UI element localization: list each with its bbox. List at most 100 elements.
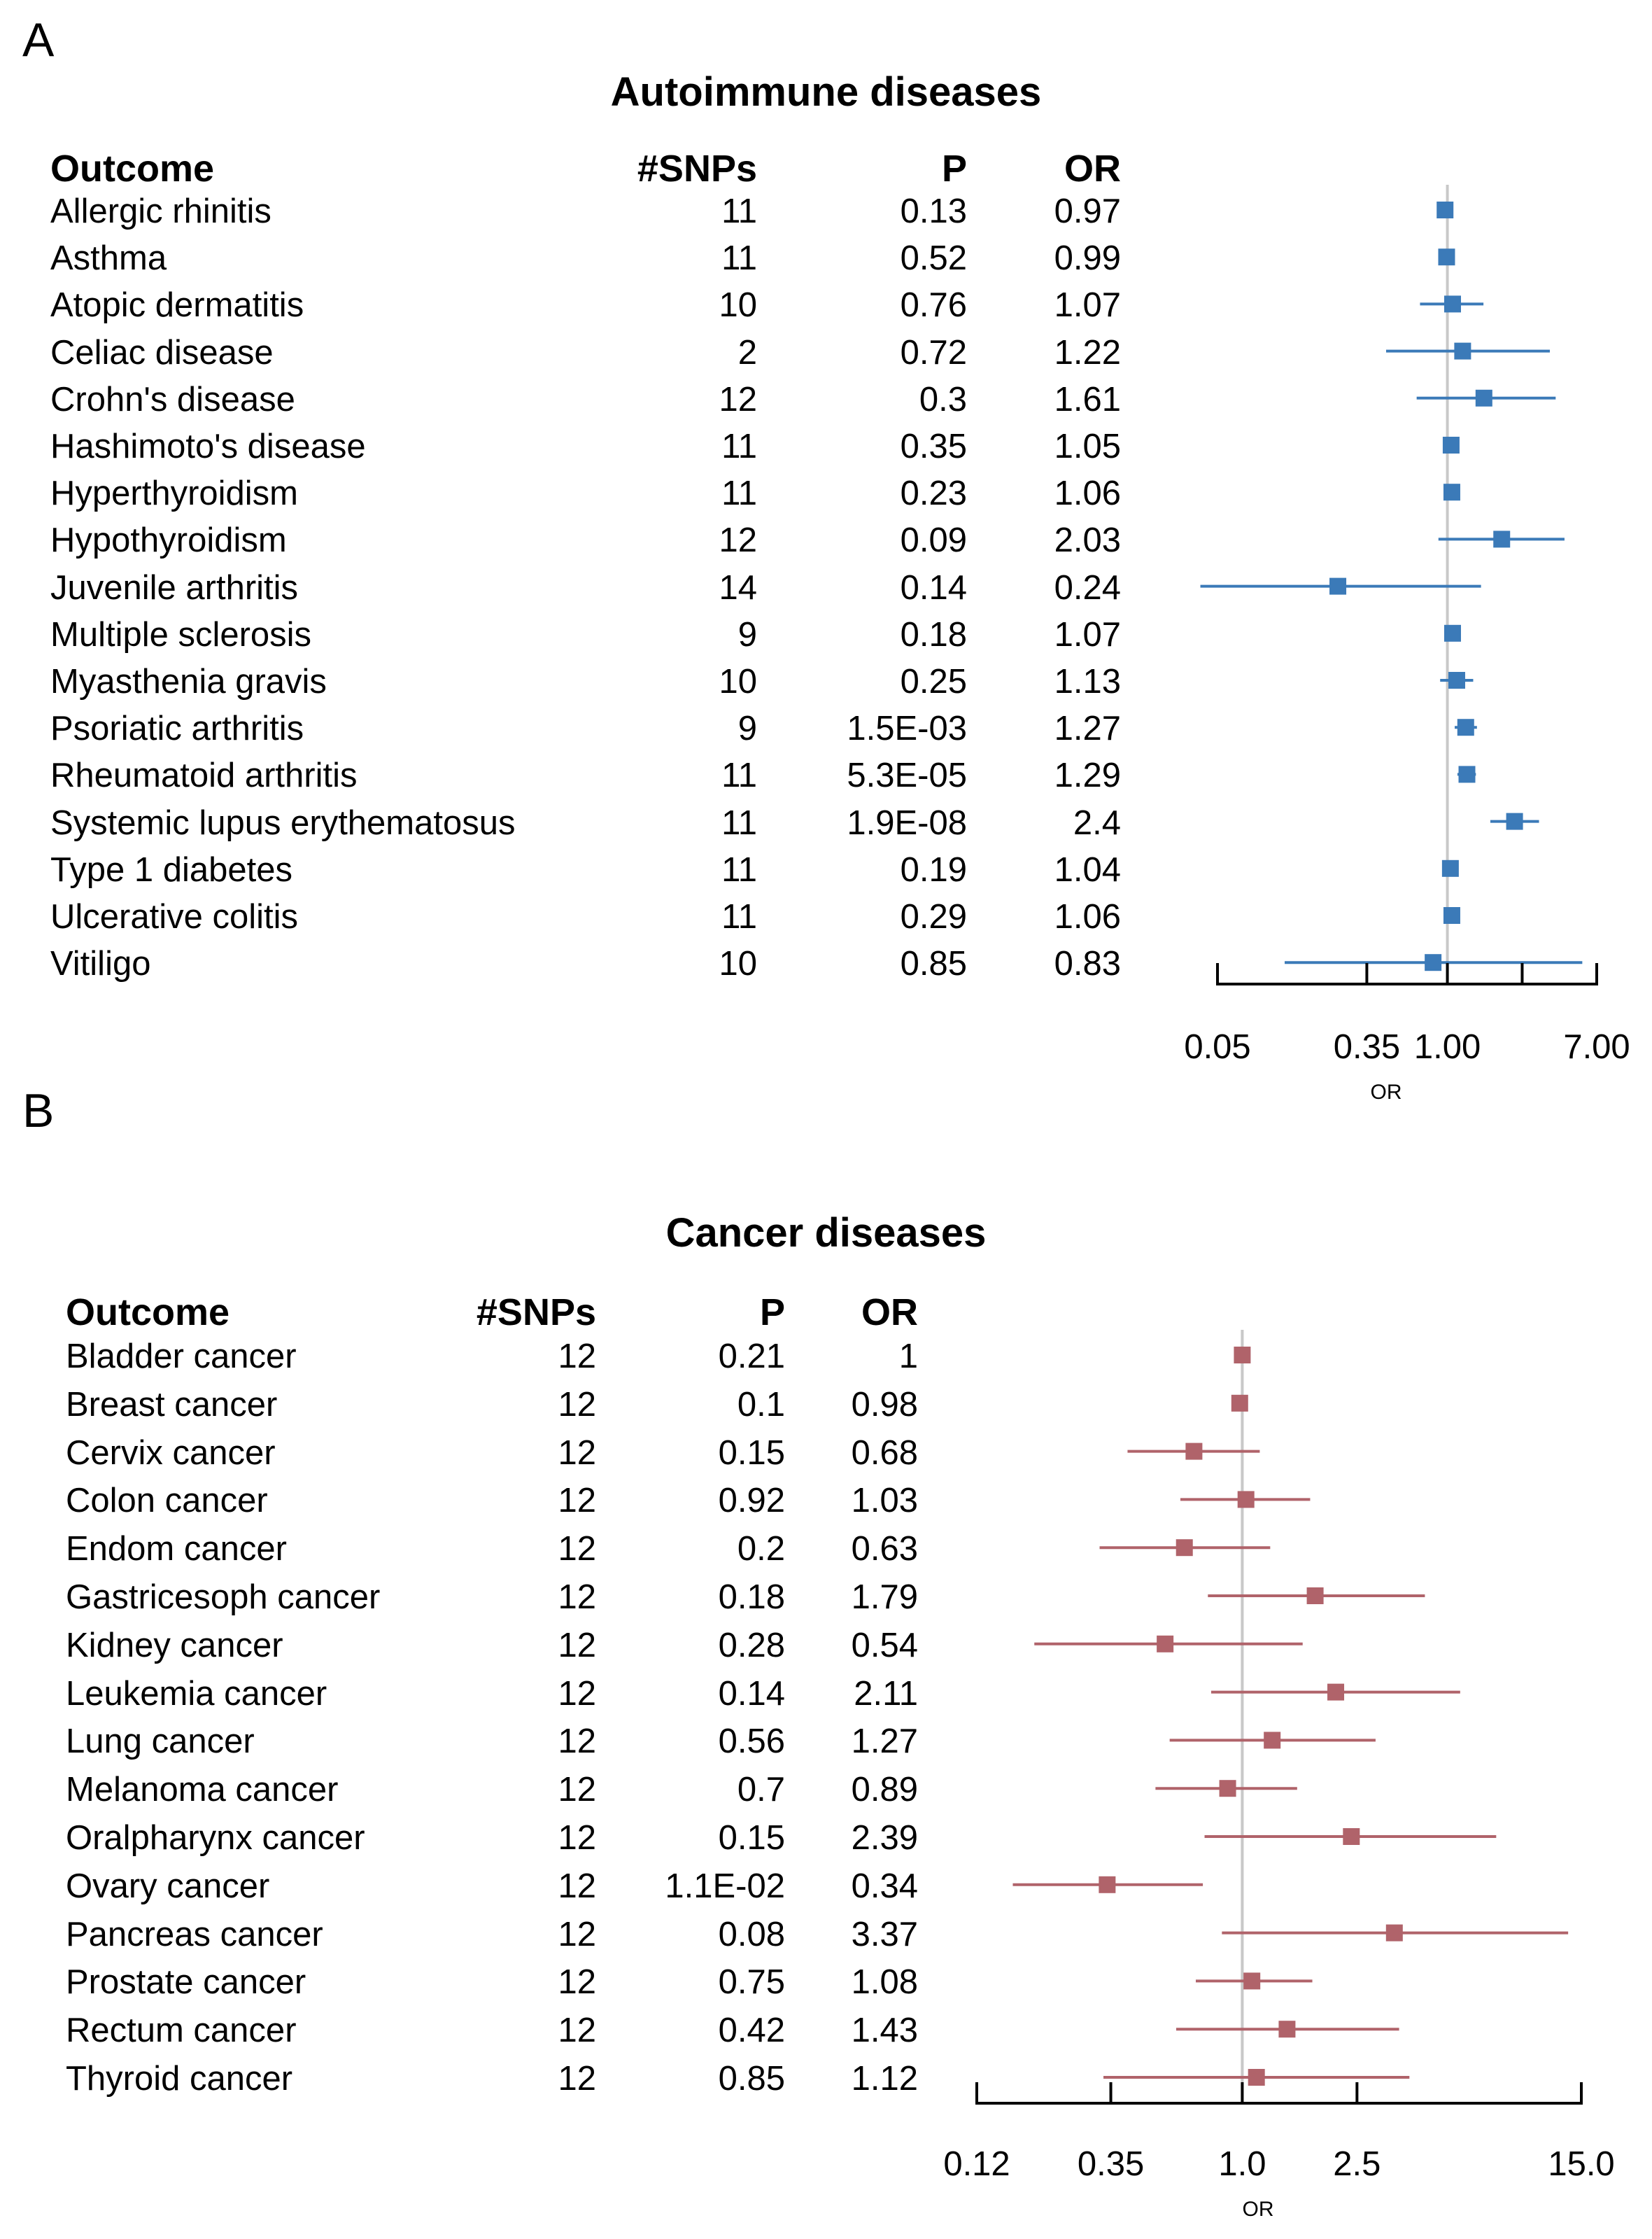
cell-outcome: Ulcerative colitis (50, 898, 298, 936)
cell-p: 0.25 (900, 663, 967, 701)
chart-title-text: Cancer diseases (665, 1210, 987, 1256)
or-point (1237, 1491, 1255, 1508)
cell-or: 0.68 (851, 1433, 918, 1472)
header-or: OR (1064, 148, 1121, 190)
cell-outcome: Atopic dermatitis (50, 286, 304, 325)
or-point (1475, 389, 1492, 407)
cell-or: 1.12 (851, 2060, 918, 2098)
cell-p: 0.52 (900, 239, 967, 278)
cell-snps: 12 (558, 1433, 596, 1472)
cell-snps: 11 (721, 239, 757, 278)
cell-or: 1.79 (851, 1578, 918, 1616)
cell-p: 0.21 (718, 1338, 785, 1375)
cell-p: 0.14 (900, 568, 967, 607)
cell-or: 1 (898, 1338, 918, 1375)
cell-outcome: Hyperthyroidism (50, 475, 298, 513)
cell-or: 2.4 (1073, 803, 1121, 842)
cell-snps: 12 (719, 380, 757, 419)
cell-or: 1.07 (1054, 286, 1121, 325)
cell-or: 0.98 (851, 1385, 918, 1424)
cell-snps: 12 (558, 1530, 596, 1568)
header-p: P (941, 148, 967, 190)
or-point (1443, 295, 1461, 313)
x-axis-label: OR (1371, 1081, 1402, 1104)
cell-snps: 11 (721, 192, 757, 230)
cell-or: 2.11 (854, 1674, 918, 1713)
cell-snps: 12 (558, 1867, 596, 1905)
cell-snps: 9 (737, 615, 757, 654)
or-point (1176, 1539, 1193, 1557)
cell-outcome: Oralpharynx cancer (66, 1819, 365, 1857)
or-point (1278, 2021, 1296, 2038)
cell-p: 0.42 (718, 2012, 785, 2050)
or-point (1234, 1347, 1251, 1363)
x-tick-label: 0.35 (1334, 1028, 1400, 1066)
or-point (1099, 1876, 1116, 1893)
cell-p: 0.14 (718, 1674, 785, 1713)
or-point (1157, 1635, 1174, 1652)
cell-or: 2.39 (851, 1819, 918, 1857)
cell-p: 0.7 (737, 1771, 785, 1809)
cell-p: 0.85 (900, 945, 967, 983)
cell-p: 0.85 (718, 2060, 785, 2098)
cell-outcome: Kidney cancer (66, 1626, 283, 1664)
cell-snps: 11 (721, 428, 757, 465)
x-tick-label: 2.5 (1333, 2145, 1381, 2183)
or-point (1219, 1780, 1236, 1797)
header-snps: #SNPs (637, 148, 757, 190)
or-point (1436, 202, 1454, 218)
cell-or: 0.83 (1054, 945, 1121, 983)
cell-p: 5.3E-05 (847, 757, 967, 795)
cell-outcome: Multiple sclerosis (50, 615, 312, 654)
cell-p: 0.18 (900, 615, 967, 654)
chart-title-text: Autoimmune diseases (610, 69, 1042, 115)
cell-outcome: Prostate cancer (66, 1963, 306, 2002)
cell-or: 1.27 (851, 1722, 918, 1761)
cell-snps: 10 (719, 663, 757, 701)
cell-p: 0.13 (900, 192, 967, 230)
or-point (1327, 1683, 1345, 1701)
cell-snps: 9 (737, 710, 757, 748)
cell-outcome: Cervix cancer (66, 1433, 276, 1472)
cell-outcome: Thyroid cancer (66, 2060, 293, 2098)
cell-p: 0.29 (900, 898, 967, 936)
cell-snps: 12 (558, 1819, 596, 1857)
cell-snps: 14 (719, 568, 757, 607)
cell-or: 1.06 (1054, 475, 1121, 513)
cell-snps: 11 (721, 475, 757, 513)
or-point (1443, 484, 1460, 501)
x-tick-label: 0.12 (943, 2145, 1010, 2183)
or-point (1243, 1972, 1261, 1990)
x-tick-label: 1.00 (1414, 1028, 1481, 1066)
cell-outcome: Juvenile arthritis (50, 568, 299, 607)
cell-p: 0.76 (900, 286, 967, 325)
header-outcome: Outcome (66, 1291, 230, 1333)
cell-p: 0.72 (900, 333, 967, 372)
cell-p: 0.19 (900, 850, 967, 889)
or-point (1443, 624, 1461, 642)
header-p: P (759, 1291, 785, 1333)
or-point (1438, 248, 1455, 266)
cell-snps: 12 (558, 1626, 596, 1664)
cell-outcome: Melanoma cancer (66, 1771, 339, 1809)
cell-p: 0.23 (900, 475, 967, 513)
cell-p: 0.09 (900, 521, 967, 560)
cell-or: 0.54 (851, 1626, 918, 1664)
cell-outcome: Vitiligo (50, 945, 151, 983)
x-tick-label: 0.05 (1184, 1028, 1250, 1066)
cell-p: 0.56 (718, 1722, 785, 1761)
cell-p: 0.28 (718, 1626, 785, 1664)
panel-label-b: B (22, 1084, 55, 1137)
or-point (1185, 1443, 1203, 1460)
cell-outcome: Gastricesoph cancer (66, 1578, 381, 1616)
header-outcome: Outcome (50, 148, 215, 190)
cell-outcome: Lung cancer (66, 1722, 255, 1761)
cell-snps: 12 (558, 1482, 596, 1520)
cell-snps: 11 (721, 803, 757, 842)
cell-outcome: Breast cancer (66, 1385, 278, 1424)
chart-title-cancer: Cancer diseases (0, 1209, 1652, 1256)
or-point (1441, 859, 1459, 877)
cell-snps: 10 (719, 286, 757, 325)
cell-outcome: Allergic rhinitis (50, 192, 271, 230)
cell-or: 1.22 (1054, 333, 1121, 372)
